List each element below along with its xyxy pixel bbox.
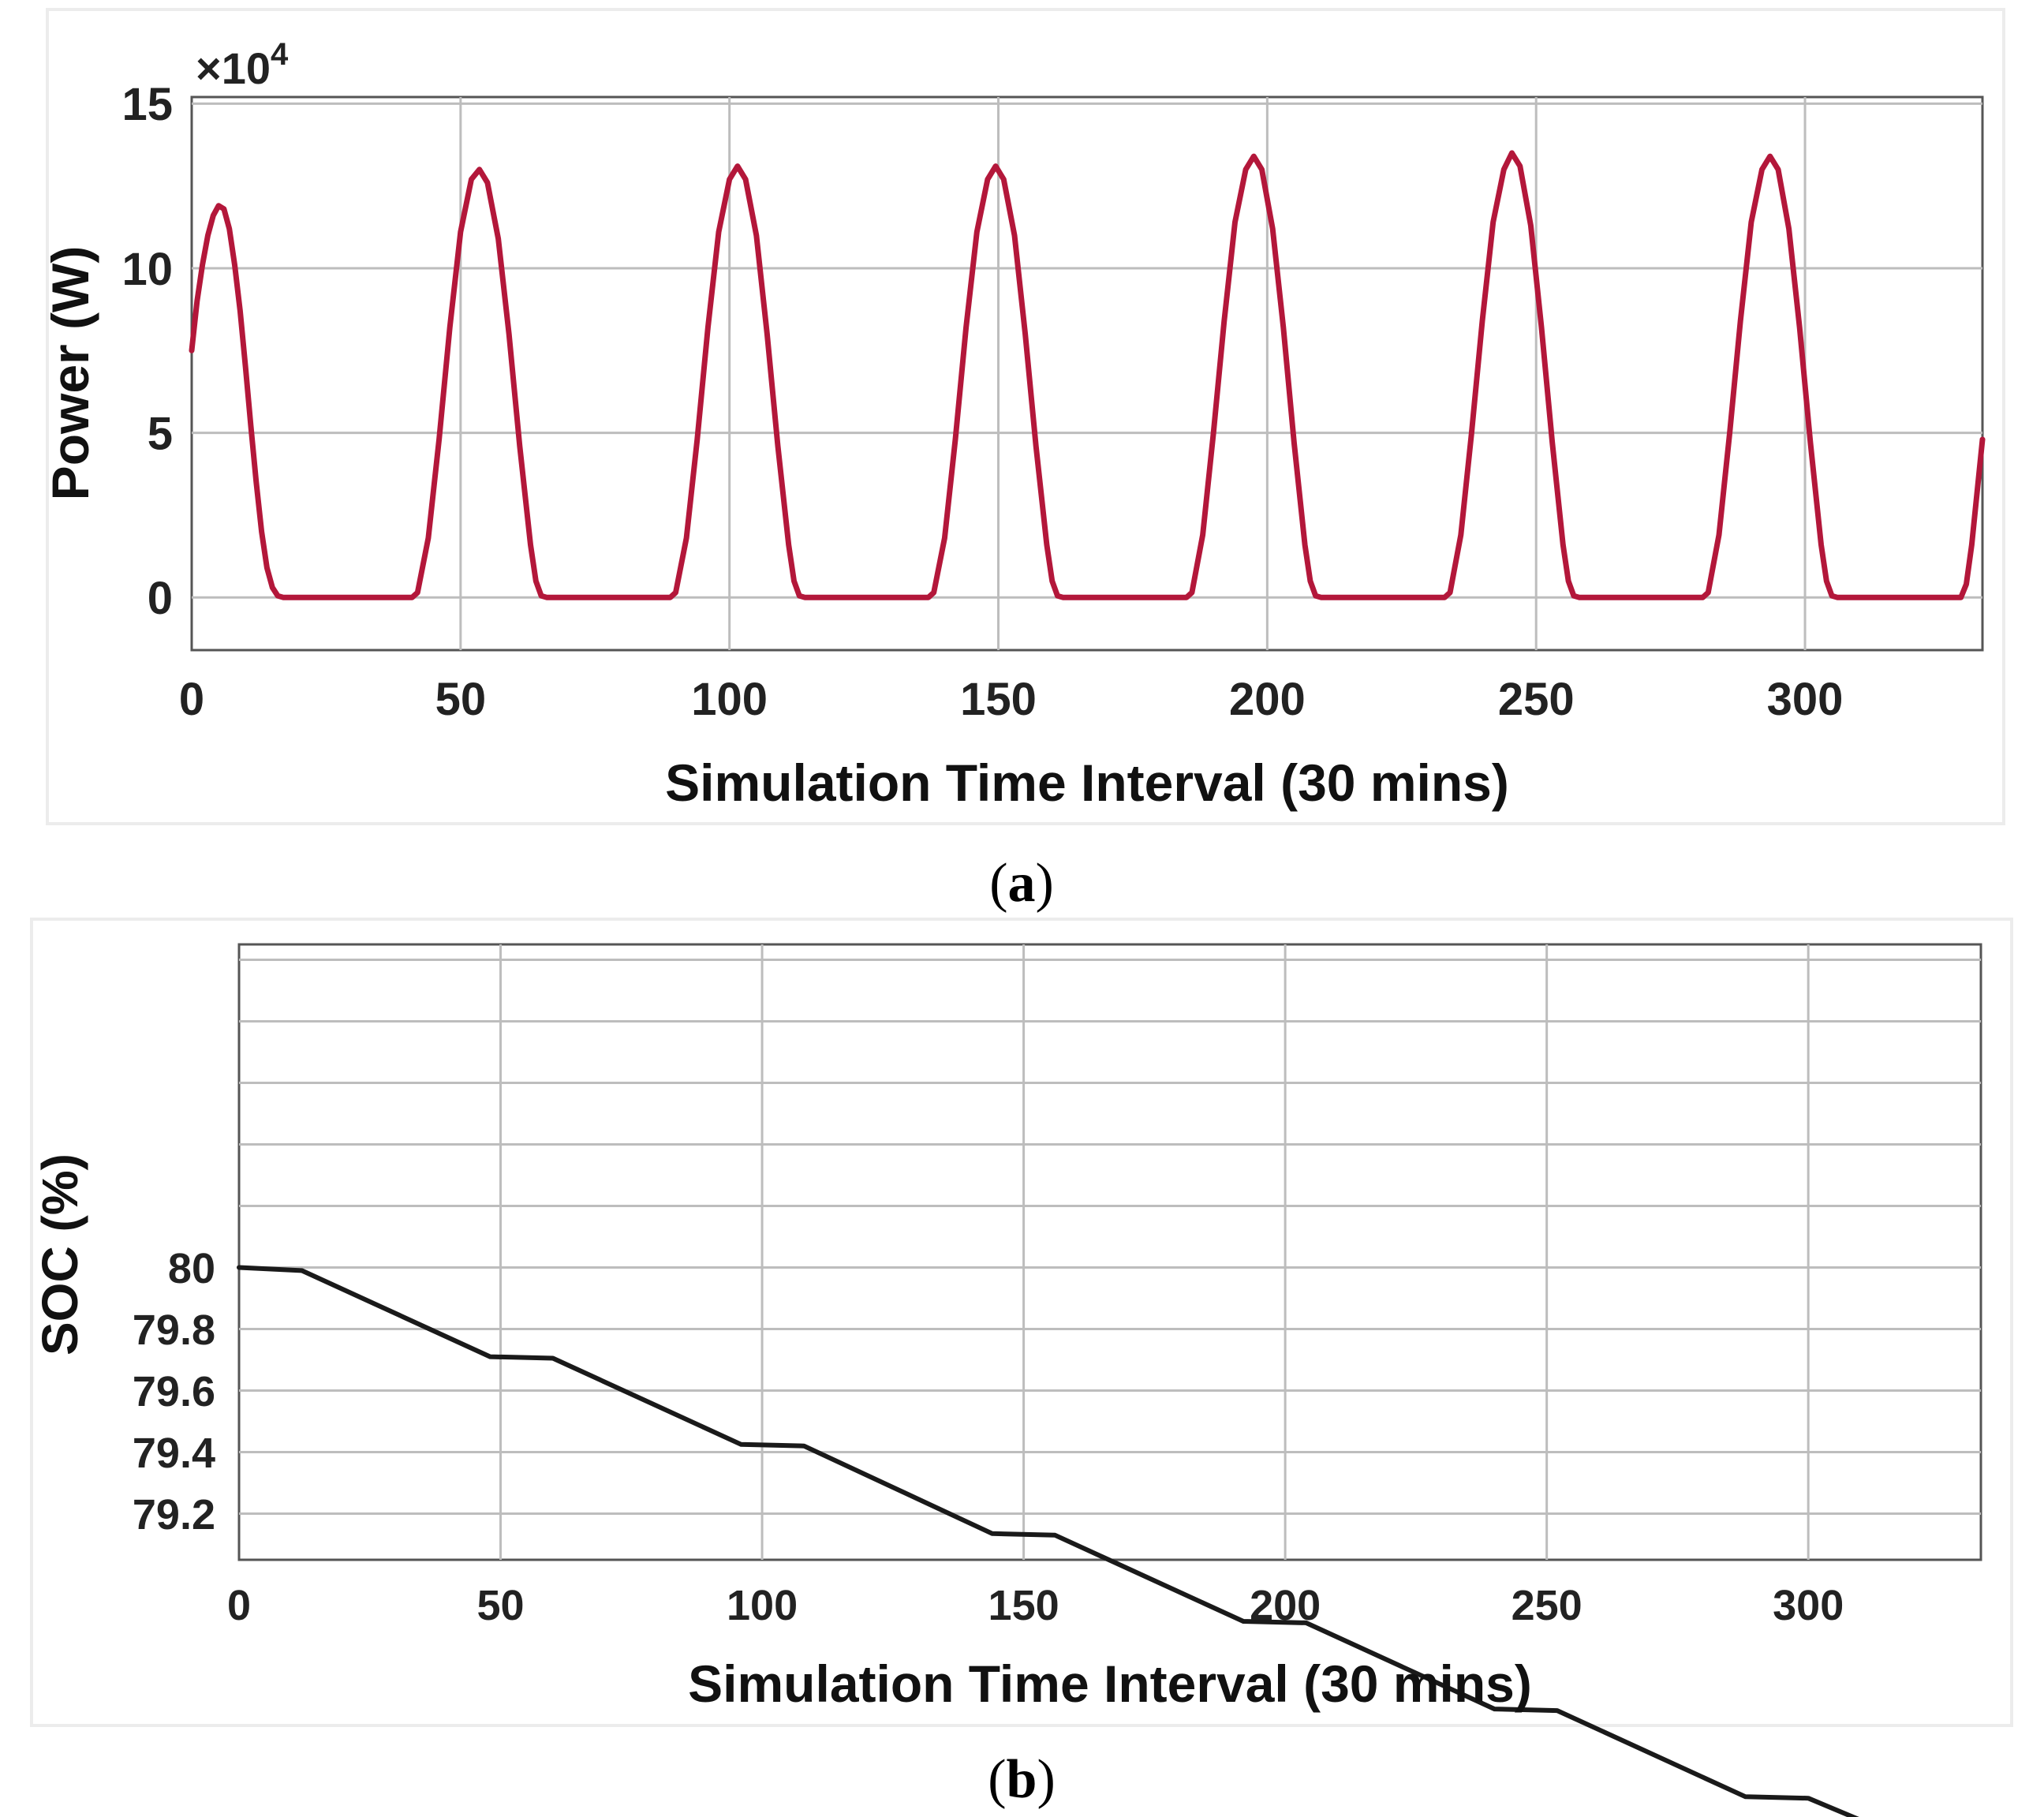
y-tick-label: 5 <box>148 408 173 459</box>
panel-a-y-axis-label: Power (W) <box>41 246 99 501</box>
x-tick-label: 300 <box>1773 1582 1844 1629</box>
caption-a: (a) <box>989 853 1054 914</box>
panel-a-marks <box>189 150 1986 600</box>
x-tick-label: 100 <box>727 1582 798 1629</box>
x-tick-label: 300 <box>1767 674 1844 725</box>
panel-a-exponent-label: ×104 <box>196 37 289 93</box>
x-tick-label: 250 <box>1512 1582 1583 1629</box>
panel-b-tick-labels: 0 50 100 150 200 250 300 79.2 79.4 79.6 79.8 80 <box>133 1245 1844 1629</box>
x-tick-label: 200 <box>1229 674 1306 725</box>
panel-b: 0 50 100 150 200 250 300 79.2 79.4 79.6 79.8 80 SOC… <box>30 918 2013 1817</box>
x-tick-label: 50 <box>476 1582 524 1629</box>
y-tick-label: 79.2 <box>133 1491 215 1538</box>
x-tick-label: 250 <box>1498 674 1575 725</box>
panel-a-grid <box>192 97 1982 650</box>
y-tick-label: 0 <box>148 573 173 624</box>
y-tick-label: 15 <box>121 79 173 130</box>
panel-b-marks <box>237 1265 1859 1817</box>
y-tick-label: 79.8 <box>133 1307 215 1354</box>
x-tick-label: 0 <box>227 1582 251 1629</box>
x-tick-label: 50 <box>435 674 487 725</box>
panel-b-y-axis-label: SOC (%) <box>32 1153 88 1355</box>
y-tick-label: 80 <box>168 1245 215 1292</box>
y-tick-label: 79.4 <box>133 1430 215 1477</box>
panel-b-grid <box>239 944 1981 1560</box>
series-line-soc <box>237 1265 1859 1817</box>
x-tick-label: 150 <box>960 674 1037 725</box>
series-line-power <box>189 150 1986 600</box>
x-tick-label: 150 <box>988 1582 1059 1629</box>
panel-b-plot-area <box>237 943 1982 1561</box>
x-tick-label: 100 <box>691 674 768 725</box>
panel-a-x-axis-label: Simulation Time Interval (30 mins) <box>665 753 1509 812</box>
y-tick-label: 79.6 <box>133 1368 215 1415</box>
panel-a-exponent-power: 4 <box>271 37 289 72</box>
x-tick-label: 0 <box>179 674 204 725</box>
y-tick-label: 10 <box>121 244 173 295</box>
panel-a-tick-labels: 0 50 100 150 200 250 300 0 5 10 15 <box>121 79 1843 725</box>
x-tick-label: 200 <box>1250 1582 1321 1629</box>
panel-b-x-axis-label: Simulation Time Interval (30 mins) <box>688 1654 1532 1713</box>
caption-b: (b) <box>988 1749 1056 1810</box>
